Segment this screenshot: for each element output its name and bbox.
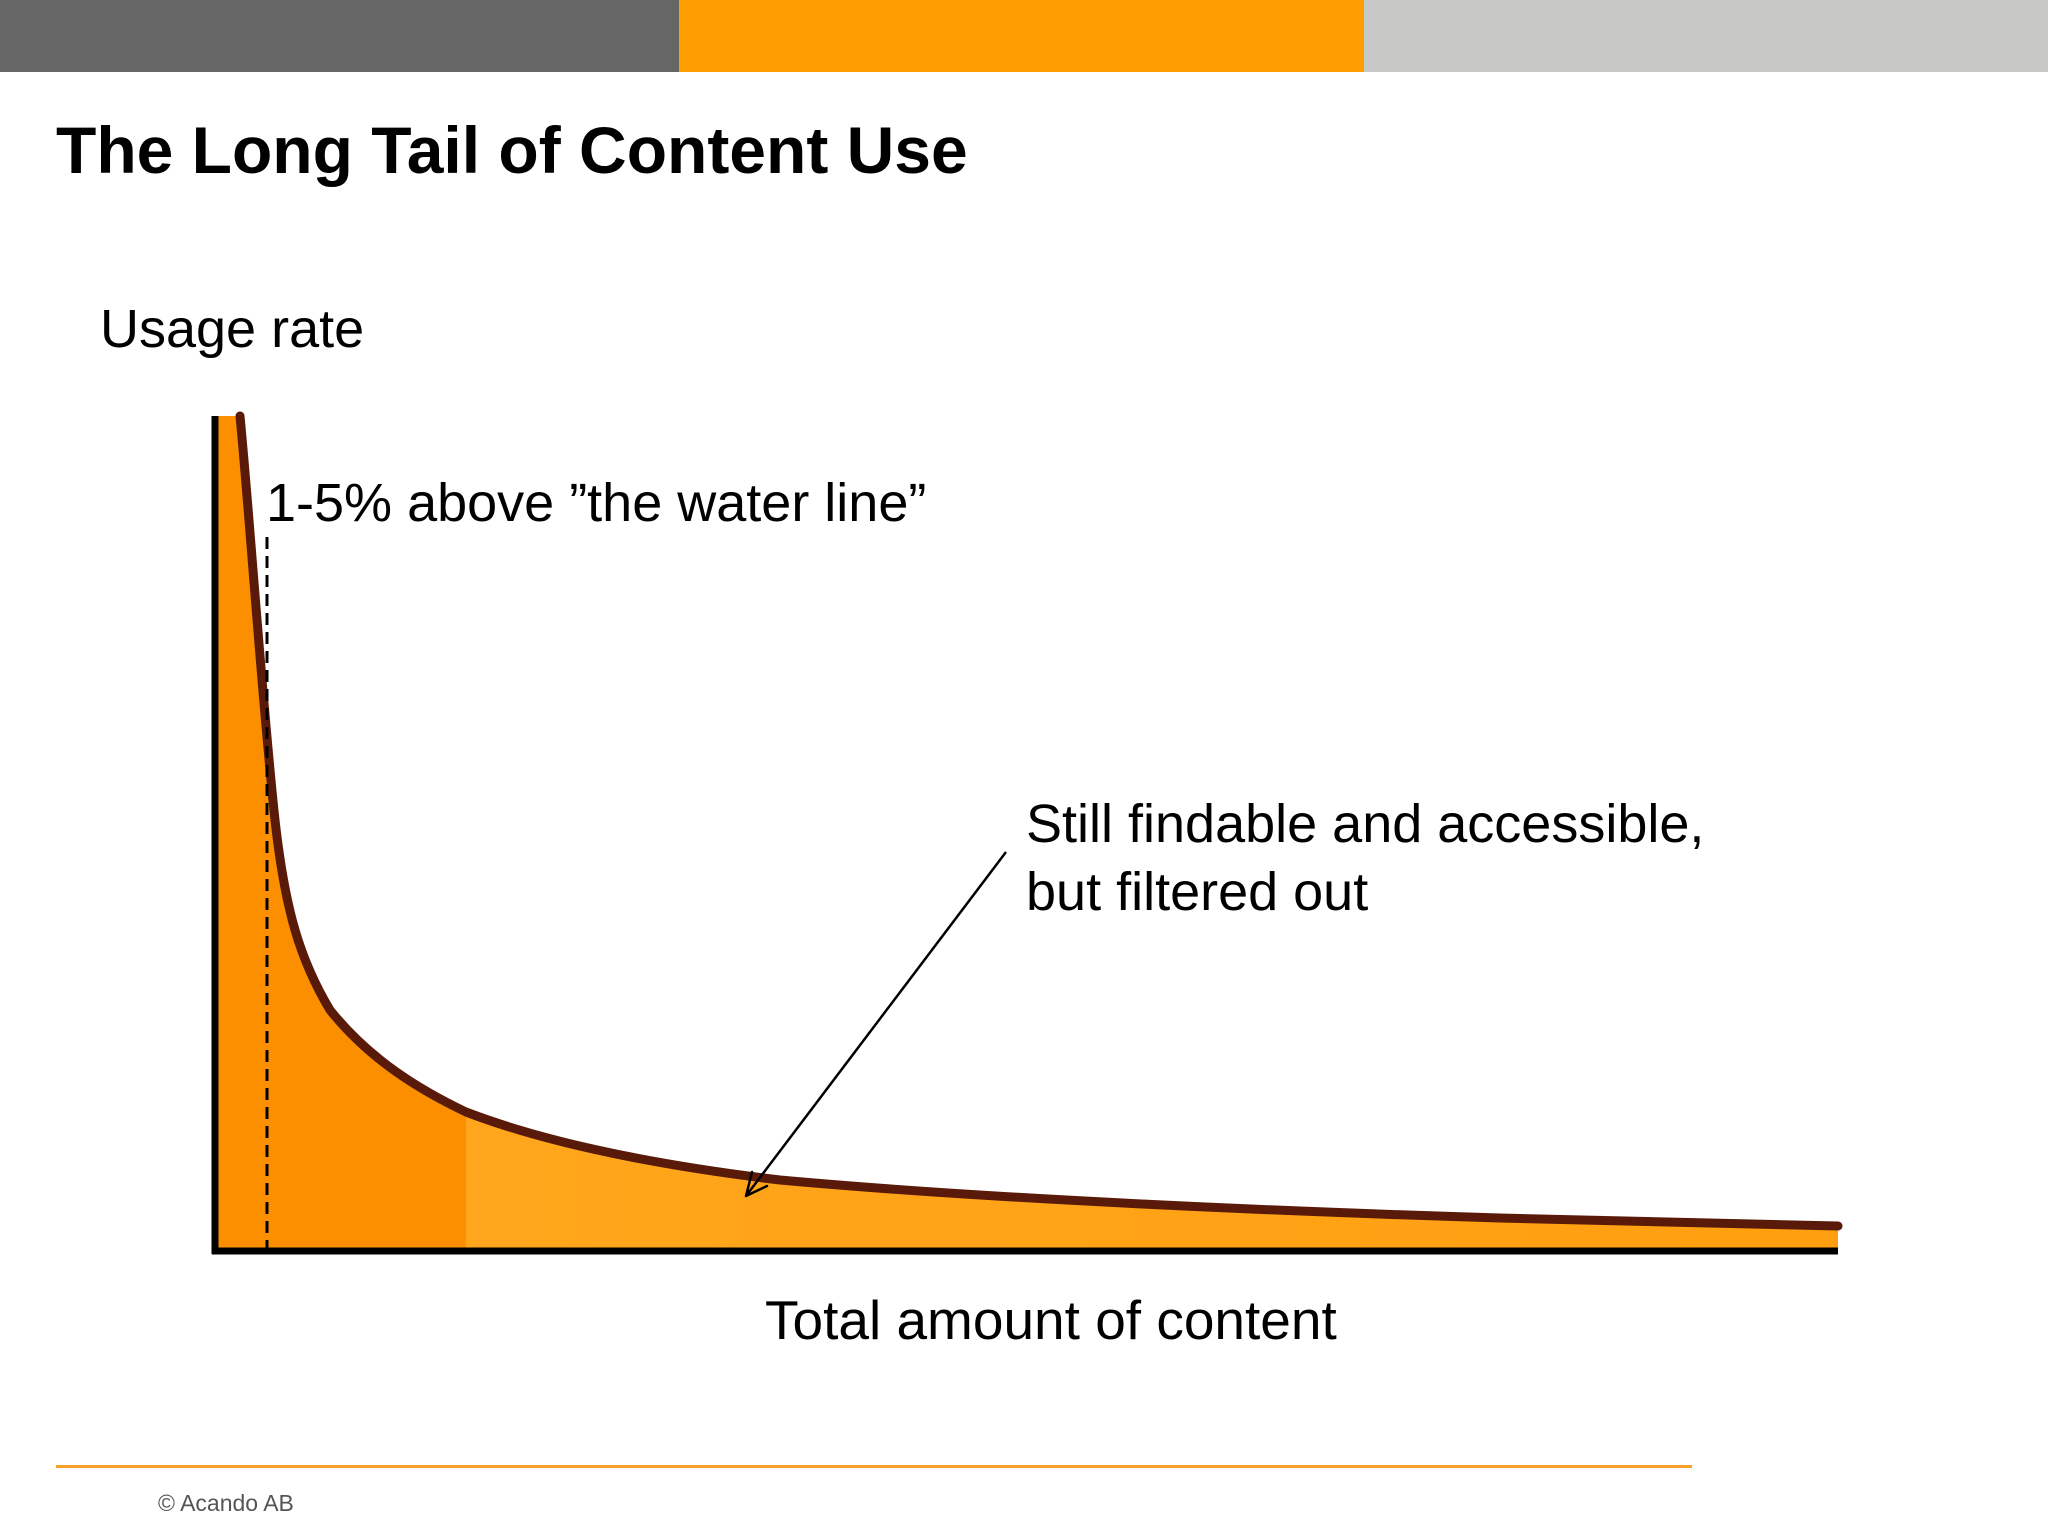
tail-annotation-line-2: but filtered out [1026,862,1369,922]
tail-annotation: Still findable and accessible, but filte… [1026,790,1704,926]
x-axis-label: Total amount of content [765,1289,1337,1351]
y-axis-label: Usage rate [100,299,365,359]
tail-annotation-line-1: Still findable and accessible, [1026,794,1705,854]
header-bar-orange-segment [679,0,1364,72]
header-bar-gray-segment [0,0,679,72]
head-area [217,416,466,1250]
slide-title: The Long Tail of Content Use [56,113,968,187]
tail-arrow-line [745,851,1007,1197]
tail-arrow-head [744,1170,769,1198]
water-line-annotation: 1-5% above ”the water line” [266,473,927,533]
copyright-text: © Acando AB [158,1490,294,1516]
long-tail-curve [235,411,1843,1231]
header-bar-light-segment [1364,0,2048,72]
footer-divider [56,1465,1692,1468]
tail-area [466,1112,1838,1250]
acando-logo [1728,1418,1994,1498]
long-tail-diagram [211,411,1843,1255]
